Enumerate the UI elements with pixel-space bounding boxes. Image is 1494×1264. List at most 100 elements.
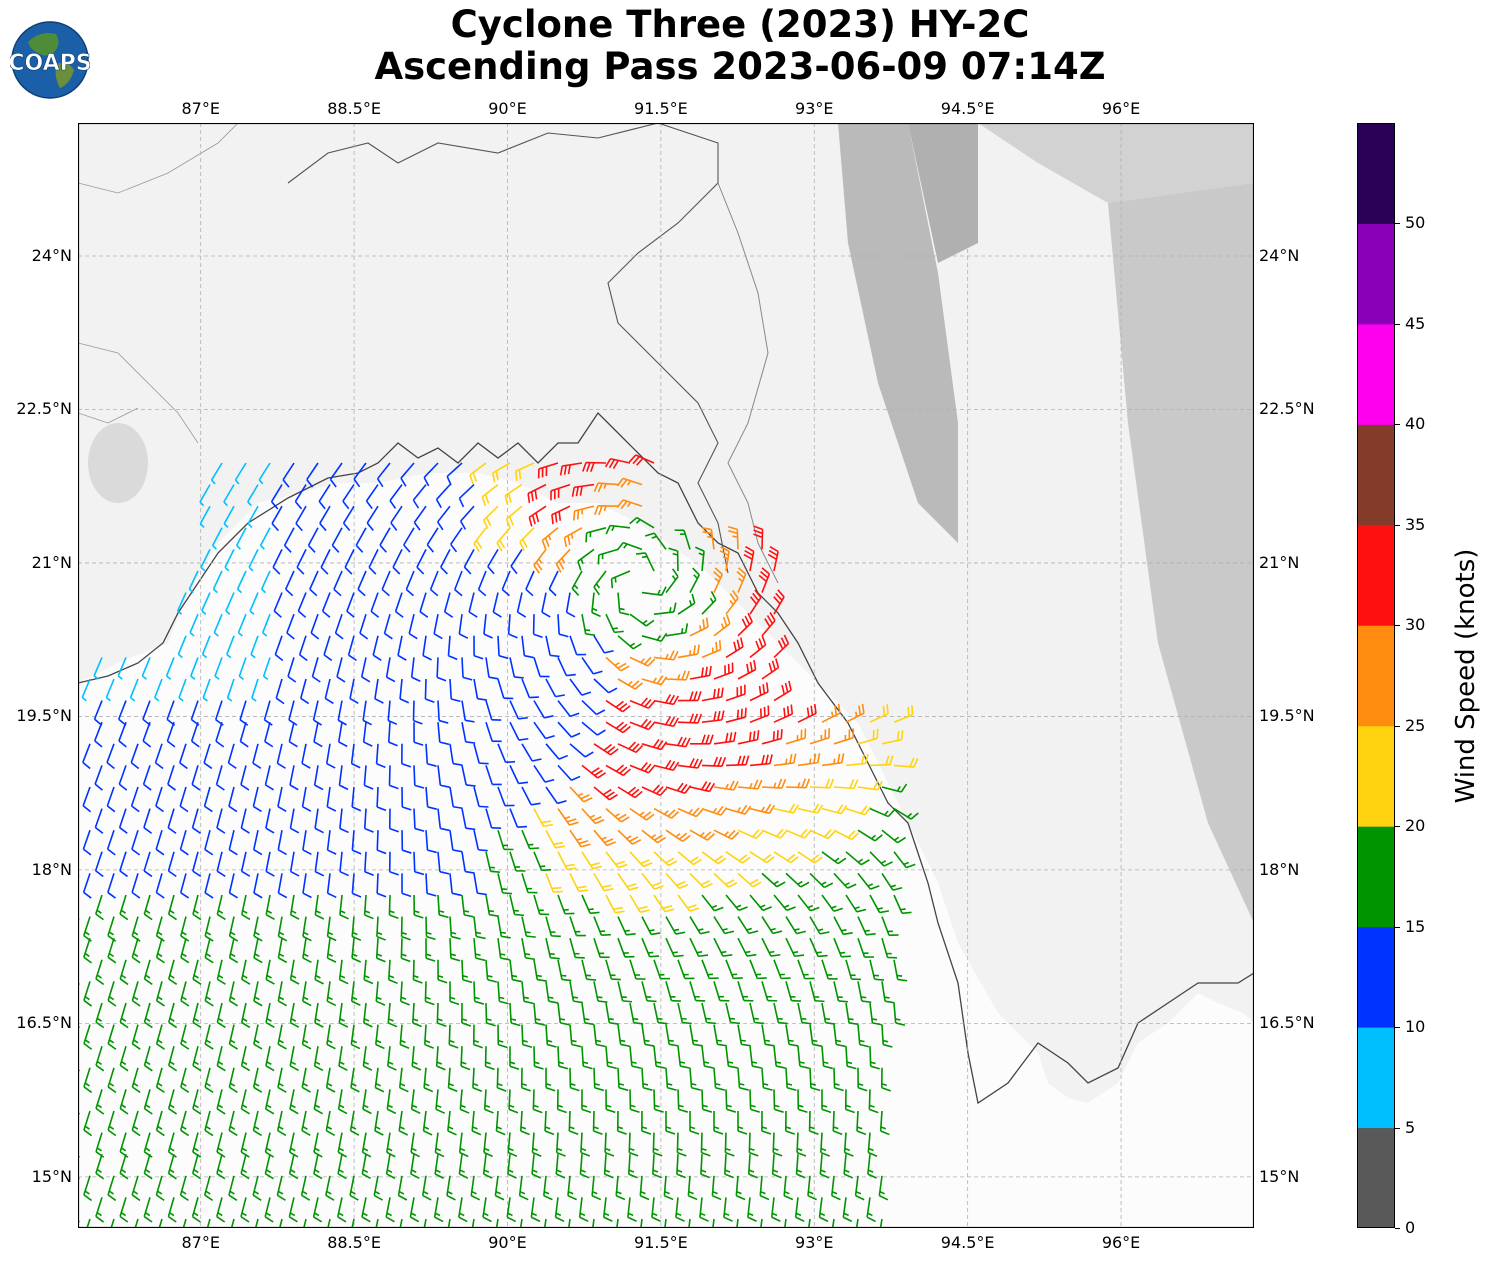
wind-barb: [119, 1002, 129, 1029]
wind-barb: [485, 657, 499, 680]
wind-barb: [412, 700, 423, 725]
wind-barb: [531, 1154, 542, 1179]
wind-barb: [541, 592, 551, 618]
wind-barb: [165, 657, 175, 680]
wind-barb: [597, 548, 619, 565]
wind-barb: [725, 1089, 737, 1113]
wind-barb: [240, 1154, 250, 1180]
wind-barb: [446, 462, 463, 486]
wind-barb: [216, 1002, 226, 1029]
wind-barb: [591, 1175, 602, 1201]
wind-barb: [557, 1002, 570, 1026]
wind-barb: [809, 916, 830, 935]
wind-barb: [749, 635, 767, 659]
wind-barb: [605, 524, 631, 535]
wind-barb: [807, 1175, 817, 1201]
wind-barb: [363, 1002, 373, 1028]
wind-barb: [773, 680, 792, 702]
wind-barb: [324, 1218, 331, 1228]
wind-barb: [443, 592, 454, 618]
wind-barb: [545, 786, 567, 805]
wind-barb: [893, 757, 919, 768]
wind-barb: [190, 657, 199, 680]
wind-barb: [893, 705, 914, 723]
wind-barb: [725, 1046, 738, 1069]
wind-barb: [797, 803, 824, 814]
wind-barb: [497, 1024, 508, 1049]
wind-barb: [408, 614, 418, 640]
wind-barb: [531, 1132, 542, 1157]
wind-barb: [326, 938, 337, 963]
wind-barb: [131, 937, 141, 964]
wind-barb: [701, 687, 724, 702]
wind-barb: [795, 1154, 806, 1179]
wind-barb: [676, 1154, 686, 1179]
wind-barb: [856, 1110, 867, 1136]
wind-barb: [188, 570, 199, 594]
wind-barb: [533, 894, 550, 916]
wind-barb: [806, 1218, 811, 1228]
wind-barb: [582, 461, 607, 472]
wind-barb: [617, 786, 643, 799]
wind-barb: [460, 1046, 471, 1071]
wind-barb: [94, 808, 104, 834]
wind-barb: [412, 959, 423, 984]
wind-barb: [627, 1197, 637, 1222]
wind-barb: [301, 1067, 311, 1093]
wind-barb: [349, 1175, 359, 1201]
wind-barb: [821, 959, 838, 980]
colorbar-tick-label: 0: [1405, 1218, 1416, 1237]
wind-barb: [749, 1002, 764, 1025]
wind-barb: [461, 959, 473, 984]
wind-barb: [857, 916, 876, 936]
wind-barb: [179, 1218, 187, 1228]
wind-barb: [297, 592, 307, 618]
colorbar-title: Wind Speed (knots): [1451, 548, 1481, 804]
wind-barb: [473, 830, 488, 852]
colorbar-tick-label: 15: [1405, 916, 1426, 936]
wind-barb: [893, 1002, 906, 1026]
lat-tick-label-left: 16.5°N: [16, 1013, 72, 1033]
wind-barb: [616, 1110, 627, 1135]
wind-barb: [265, 1002, 275, 1029]
wind-barb: [300, 1218, 307, 1228]
wind-barb: [426, 527, 439, 553]
wind-barb: [507, 1154, 517, 1179]
wind-barb: [772, 1132, 783, 1157]
wind-barb: [459, 505, 475, 530]
wind-barb: [459, 1089, 470, 1114]
wind-barb: [869, 1002, 882, 1026]
wind-barb: [434, 1154, 444, 1179]
wind-barb: [677, 593, 696, 615]
wind-barb: [893, 894, 912, 915]
wind-barb: [361, 1154, 372, 1180]
wind-barb: [458, 1197, 468, 1223]
wind-barb: [425, 830, 437, 854]
wind-barb: [571, 483, 595, 497]
wind-barb: [724, 1132, 735, 1157]
wind-barb: [551, 505, 571, 525]
wind-barb: [311, 657, 321, 683]
wind-barb: [461, 1002, 472, 1027]
wind-barb: [773, 634, 790, 658]
wind-barb: [329, 462, 343, 488]
wind-barb: [400, 916, 411, 941]
wind-barb: [878, 1175, 889, 1201]
wind-barb: [143, 1132, 153, 1158]
wind-barb: [247, 505, 259, 528]
wind-barb: [629, 959, 646, 980]
wind-barb: [719, 546, 730, 572]
wind-barb: [677, 959, 695, 980]
colorbar-segment: [1357, 223, 1395, 325]
wind-barb: [749, 894, 772, 912]
wind-barb: [713, 1067, 725, 1091]
wind-barb: [155, 937, 165, 964]
wind-barb: [821, 804, 848, 815]
wind-barb: [471, 1110, 482, 1136]
wind-barb: [545, 938, 560, 960]
wind-barb: [372, 635, 382, 661]
wind-barb: [472, 1024, 483, 1049]
wind-barb: [349, 1110, 360, 1136]
wind-barb: [83, 937, 92, 964]
wind-barb: [843, 1154, 854, 1179]
